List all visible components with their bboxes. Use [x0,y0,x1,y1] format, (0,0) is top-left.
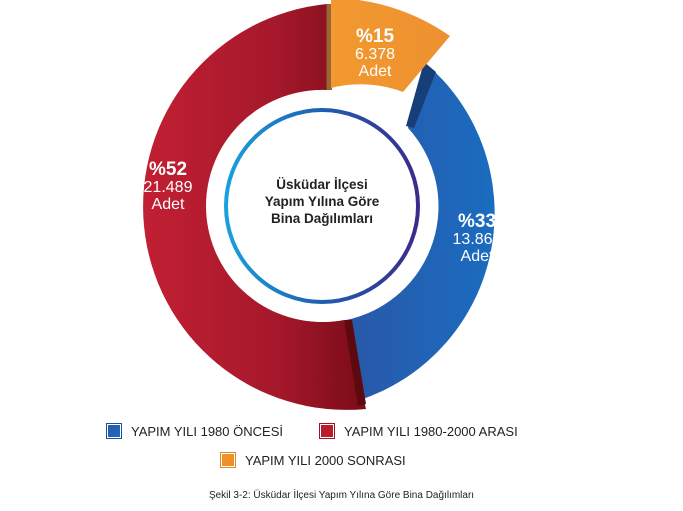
donut-chart [143,0,495,410]
segment-label-red: %52 21.489 Adet [128,160,208,214]
segment-red-count: 21.489 [143,178,193,196]
legend-swatch-orange [220,452,236,468]
segment-red-unit: Adet [151,195,185,213]
legend-swatch-blue [106,423,122,439]
legend-label: YAPIM YILI 1980-2000 ARASI [344,423,518,439]
legend-swatch-red [319,423,335,439]
segment-red-percent: %52 [148,159,188,180]
center-title-line-1: Üsküdar İlçesi [276,177,368,192]
segment-label-blue: %33 13.864 Adet [437,212,517,266]
segment-orange-percent: %15 [355,26,395,47]
segment-blue-percent: %33 [457,211,497,232]
chart-center-title: Üsküdar İlçesi Yapım Yılına Göre Bina Da… [232,176,412,227]
legend-item-2000-sonrasi: YAPIM YILI 2000 SONRASI [220,452,406,468]
segment-orange [331,0,450,92]
legend-label: YAPIM YILI 2000 SONRASI [245,452,406,468]
legend-label: YAPIM YILI 1980 ÖNCESİ [131,423,283,439]
donut-hole [206,90,438,322]
segment-label-orange: %15 6.378 Adet [340,27,410,81]
segment-orange-count: 6.378 [354,45,396,63]
segment-red-shadow-top [326,4,332,90]
segment-orange-unit: Adet [358,62,392,80]
center-ring [224,108,420,304]
center-title-line-2: Yapım Yılına Göre [264,194,380,209]
figure-caption: Şekil 3-2: Üsküdar İlçesi Yapım Yılına G… [208,490,475,501]
legend-item-1980-oncesi: YAPIM YILI 1980 ÖNCESİ [106,423,283,439]
segment-blue-count: 13.864 [452,230,502,248]
segment-blue-shadow [406,62,436,128]
segment-red-shadow-bottom [344,320,366,406]
legend-item-1980-2000-arasi: YAPIM YILI 1980-2000 ARASI [319,423,518,439]
segment-red [143,4,366,410]
center-title-line-3: Bina Dağılımları [270,211,374,226]
segment-blue-unit: Adet [460,247,494,265]
segment-blue [346,62,495,400]
